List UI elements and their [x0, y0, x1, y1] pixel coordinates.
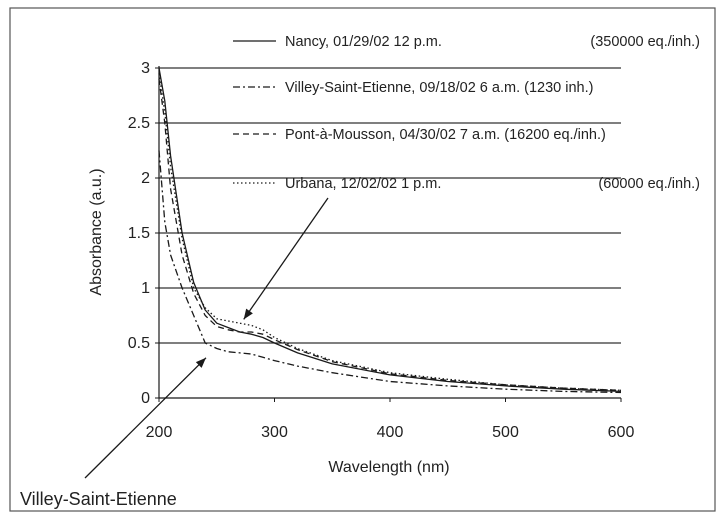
y-tick-label: 2.5 — [128, 115, 150, 132]
legend-extra-1: (350000 eq./inh.) — [590, 34, 700, 50]
y-tick-label: 0.5 — [128, 335, 150, 352]
legend-label-3: Pont-à-Mousson, 04/30/02 7 a.m. (16200 e… — [285, 127, 606, 143]
annotation-layer: Villey-Saint-Etienne — [20, 197, 329, 509]
annotation-arrow-villey-shaft — [84, 357, 207, 479]
grid-layer — [159, 67, 621, 344]
legend-label-2: Villey-Saint-Etienne, 09/18/02 6 a.m. (1… — [285, 80, 593, 96]
series-line-3 — [158, 78, 622, 391]
axis-layer: 0 0.5 1 1.5 2 2.5 3 200 300 400 500 600 — [128, 60, 635, 441]
series-layer — [158, 67, 622, 394]
y-tick-label: 0 — [141, 390, 150, 407]
y-axis-label: Absorbance (a.u.) — [88, 168, 105, 295]
annotation-arrow-villey-head — [195, 357, 206, 368]
legend-label-4: Urbana, 12/02/02 1 p.m. — [285, 176, 441, 192]
annotation-label-villey: Villey-Saint-Etienne — [20, 489, 177, 509]
legend: Nancy, 01/29/02 12 p.m. (350000 eq./inh.)… — [233, 34, 700, 192]
x-axis-label: Wavelength (nm) — [328, 459, 449, 476]
series-line-1 — [158, 67, 622, 393]
x-tick-label: 300 — [261, 424, 288, 441]
y-tick-label: 2 — [141, 170, 150, 187]
x-tick-label: 600 — [608, 424, 635, 441]
x-tick-label: 500 — [492, 424, 519, 441]
series-line-4 — [158, 73, 622, 391]
y-tick-label: 1 — [141, 280, 150, 297]
annotation-arrow-upper-shaft — [243, 197, 329, 320]
y-tick-label: 1.5 — [128, 225, 150, 242]
figure-frame — [9, 7, 716, 512]
x-tick-label: 200 — [146, 424, 173, 441]
annotation-arrow-upper-head — [243, 308, 253, 320]
x-tick-label: 400 — [377, 424, 404, 441]
legend-label-1: Nancy, 01/29/02 12 p.m. — [285, 34, 442, 50]
series-line-2 — [158, 150, 622, 394]
y-tick-label: 3 — [141, 60, 150, 77]
legend-extra-4: (60000 eq./inh.) — [598, 176, 700, 192]
